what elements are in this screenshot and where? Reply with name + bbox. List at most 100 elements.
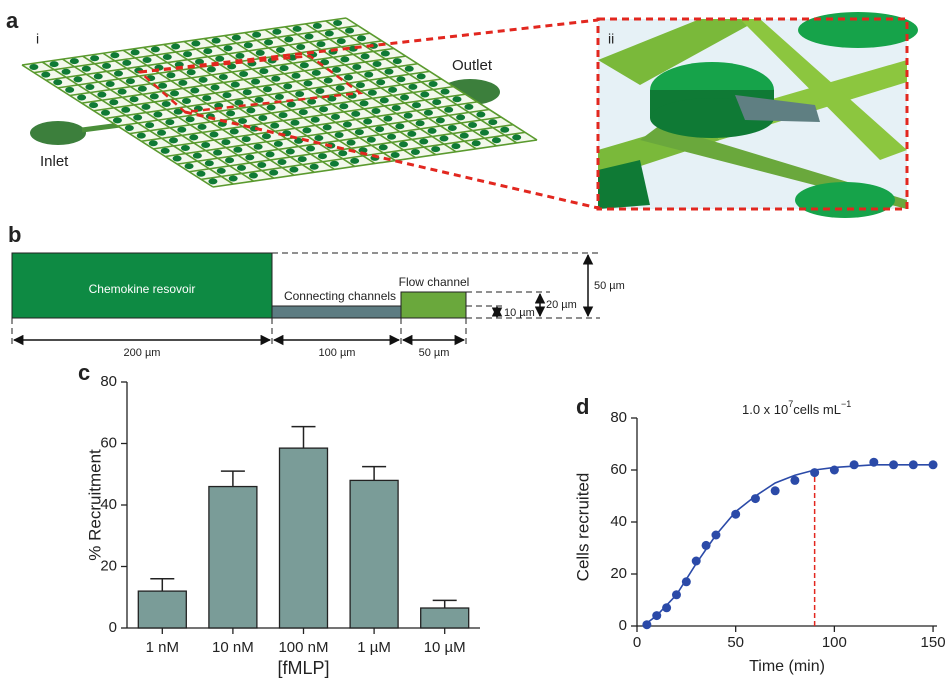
chip-well — [194, 58, 204, 65]
chip-well — [157, 129, 167, 136]
chip-well — [61, 68, 71, 75]
fit-line — [642, 464, 934, 627]
chip-well — [81, 65, 91, 72]
chip-well — [241, 136, 251, 143]
inlet-port — [30, 121, 86, 145]
chip-well — [316, 41, 326, 48]
chip-well — [468, 122, 478, 129]
chip-well — [432, 99, 442, 106]
chip-line — [305, 23, 497, 147]
chip-well — [170, 90, 180, 97]
chip-line — [141, 93, 466, 143]
chip-well — [209, 131, 219, 138]
chip-well — [419, 138, 429, 145]
annotation-part: 7 — [788, 399, 793, 409]
chip-well — [171, 43, 181, 50]
chip-well — [491, 137, 501, 144]
chip-well — [133, 114, 143, 121]
chip-well — [122, 59, 132, 66]
chip-well — [150, 46, 160, 53]
chip-well — [231, 34, 241, 41]
chip-well — [29, 64, 39, 71]
reservoir — [11, 252, 273, 319]
chip-well — [230, 81, 240, 88]
chip-well — [352, 63, 362, 70]
chip-well — [105, 81, 115, 88]
chip-well — [391, 105, 401, 112]
chip-well — [296, 44, 306, 51]
y-tick-label: 40 — [610, 513, 627, 530]
annotation-part: 1.0 x 10 — [742, 402, 788, 417]
inlet-label: Inlet — [40, 153, 69, 170]
chip-well — [295, 90, 305, 97]
chip-well — [317, 153, 327, 160]
chip-well — [390, 151, 400, 158]
point — [790, 475, 800, 485]
chip-well — [311, 69, 321, 76]
chip-well — [228, 175, 238, 182]
chip-well — [451, 143, 461, 150]
chip-well — [239, 71, 249, 78]
chip-well — [177, 126, 187, 133]
chip-well — [259, 68, 269, 75]
chip-well — [198, 76, 208, 83]
chip-well — [376, 79, 386, 86]
chip-well — [306, 145, 316, 152]
chip-well — [427, 127, 437, 134]
chip-well — [242, 89, 252, 96]
chip-well — [378, 144, 388, 151]
chip-well — [354, 129, 364, 136]
chip-well — [398, 141, 408, 148]
chip-well — [238, 117, 248, 124]
chip-well — [329, 160, 339, 167]
chip-well — [181, 98, 191, 105]
chip-well — [160, 147, 170, 154]
chip-well — [269, 169, 279, 176]
chip-well — [278, 112, 288, 119]
chip-well — [346, 139, 356, 146]
chip-well — [203, 48, 213, 55]
chip-well — [319, 106, 329, 113]
chip-well — [359, 100, 369, 107]
chip-well — [476, 111, 486, 118]
chip-line — [325, 20, 518, 144]
chip-well — [292, 25, 302, 32]
chip-line — [200, 131, 526, 181]
dim-label: 20 µm — [546, 299, 577, 311]
chip-well — [253, 143, 263, 150]
x-tick-label: 1 nM — [146, 639, 179, 656]
chip-line — [345, 17, 538, 141]
chip-well — [273, 140, 283, 147]
chip-well — [165, 119, 175, 126]
chip-well — [262, 86, 272, 93]
chip-well — [196, 170, 206, 177]
chip-well — [233, 146, 243, 153]
chip-well — [351, 110, 361, 117]
chip-well — [191, 40, 201, 47]
chip-well — [112, 117, 122, 124]
chip-well — [289, 166, 299, 173]
chip-well — [69, 58, 79, 65]
chip-well — [113, 70, 123, 77]
chip-well — [202, 95, 212, 102]
chip-well — [459, 132, 469, 139]
x-tick-label: 50 — [727, 634, 744, 651]
flow-channel — [400, 291, 467, 319]
y-axis-label: % Recruitment — [85, 449, 104, 561]
chip-well — [408, 83, 418, 90]
reservoir-label: Chemokine resovoir — [89, 282, 196, 296]
chip-well — [416, 73, 426, 80]
point — [750, 494, 760, 504]
zoom-line — [184, 110, 599, 210]
bar — [208, 485, 258, 629]
chip-well — [189, 134, 199, 141]
chip-well — [396, 76, 406, 83]
chip-well — [464, 103, 474, 110]
x-tick-label: 150 — [921, 634, 946, 651]
chip-well — [173, 108, 183, 115]
chip-well — [367, 89, 377, 96]
chip-well — [117, 88, 127, 95]
chip-well — [297, 156, 307, 163]
chip-well — [407, 130, 417, 137]
chip-well — [411, 102, 421, 109]
